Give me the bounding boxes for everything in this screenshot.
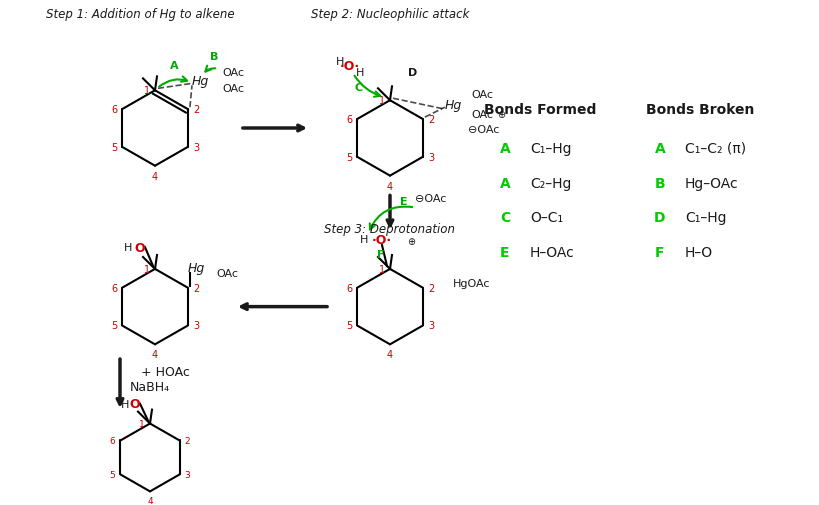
- Text: 6: 6: [111, 283, 117, 293]
- Text: ·O·: ·O·: [340, 60, 360, 73]
- Text: 6: 6: [346, 283, 351, 293]
- Text: E: E: [500, 245, 509, 260]
- Text: ⊖OAc: ⊖OAc: [468, 125, 499, 135]
- Text: 2: 2: [184, 436, 190, 445]
- Text: 6: 6: [346, 115, 351, 125]
- Text: C: C: [355, 83, 363, 93]
- Text: 1: 1: [378, 96, 385, 106]
- Text: H: H: [355, 68, 364, 78]
- Text: C: C: [500, 211, 509, 225]
- Text: 4: 4: [152, 349, 158, 360]
- Text: C₁–Hg: C₁–Hg: [529, 141, 571, 156]
- Text: 1: 1: [378, 265, 385, 274]
- Text: OAc: OAc: [215, 268, 238, 278]
- Text: 3: 3: [192, 321, 199, 331]
- Text: HgOAc: HgOAc: [452, 278, 490, 288]
- Text: H: H: [360, 235, 368, 244]
- Text: OAc: OAc: [470, 90, 492, 100]
- Text: B: B: [210, 52, 218, 62]
- Text: 2: 2: [192, 283, 199, 293]
- Text: B: B: [654, 176, 664, 190]
- Text: 3: 3: [184, 470, 190, 479]
- Text: H–OAc: H–OAc: [529, 245, 574, 260]
- Text: A: A: [654, 141, 664, 156]
- Text: 5: 5: [346, 321, 352, 331]
- Text: D: D: [408, 68, 417, 78]
- Text: H: H: [124, 242, 132, 252]
- Text: 3: 3: [192, 142, 199, 153]
- Text: 6: 6: [110, 436, 115, 445]
- Text: O: O: [129, 397, 140, 411]
- Text: A: A: [499, 141, 509, 156]
- Text: A: A: [499, 176, 509, 190]
- Text: OAc: OAc: [222, 84, 244, 94]
- Text: OAc: OAc: [222, 68, 244, 78]
- Text: 2: 2: [428, 283, 433, 293]
- Text: F: F: [654, 245, 664, 260]
- Text: 1: 1: [144, 86, 150, 96]
- Text: H–O: H–O: [684, 245, 713, 260]
- Text: 2: 2: [192, 105, 199, 115]
- Text: 5: 5: [111, 321, 117, 331]
- Text: + HOAc: + HOAc: [140, 365, 189, 378]
- Text: A: A: [170, 61, 179, 71]
- Text: O–C₁: O–C₁: [529, 211, 563, 225]
- Text: 4: 4: [387, 181, 392, 191]
- Text: 4: 4: [152, 171, 158, 181]
- Text: Hg: Hg: [187, 262, 204, 275]
- Text: Bonds Broken: Bonds Broken: [645, 103, 753, 117]
- Text: H: H: [120, 399, 129, 409]
- Text: 4: 4: [147, 496, 152, 505]
- Text: 5: 5: [346, 153, 352, 163]
- Text: ⊕: ⊕: [496, 110, 505, 120]
- Text: C₁–Hg: C₁–Hg: [684, 211, 726, 225]
- Text: Bonds Formed: Bonds Formed: [483, 103, 595, 117]
- Text: 5: 5: [110, 470, 115, 479]
- Text: Step 1: Addition of Hg to alkene: Step 1: Addition of Hg to alkene: [46, 8, 234, 21]
- Text: ⊖OAc: ⊖OAc: [414, 194, 446, 204]
- Text: Hg: Hg: [444, 98, 461, 112]
- Text: H: H: [336, 57, 344, 66]
- Text: O: O: [134, 241, 145, 254]
- Text: 1: 1: [144, 265, 150, 274]
- Text: 2: 2: [428, 115, 433, 125]
- Text: ⊕: ⊕: [406, 237, 414, 246]
- Text: C₁–C₂ (π): C₁–C₂ (π): [684, 141, 745, 156]
- Text: C₂–Hg: C₂–Hg: [529, 176, 571, 190]
- Text: 3: 3: [428, 153, 433, 163]
- Text: 6: 6: [111, 105, 117, 115]
- Text: 1: 1: [139, 419, 145, 428]
- Text: 3: 3: [428, 321, 433, 331]
- Text: Step 3: Deprotonation: Step 3: Deprotonation: [324, 223, 455, 236]
- Text: ·O·: ·O·: [372, 233, 391, 246]
- Text: Step 2: Nucleophilic attack: Step 2: Nucleophilic attack: [310, 8, 468, 21]
- Text: 5: 5: [111, 142, 117, 153]
- Text: NaBH₄: NaBH₄: [130, 380, 170, 393]
- Text: D: D: [654, 211, 665, 225]
- Text: 4: 4: [387, 349, 392, 360]
- Text: E: E: [400, 197, 407, 207]
- Text: Hg: Hg: [191, 75, 208, 88]
- Text: Hg–OAc: Hg–OAc: [684, 176, 738, 190]
- Text: OAc: OAc: [470, 110, 492, 120]
- Text: F: F: [377, 249, 384, 260]
